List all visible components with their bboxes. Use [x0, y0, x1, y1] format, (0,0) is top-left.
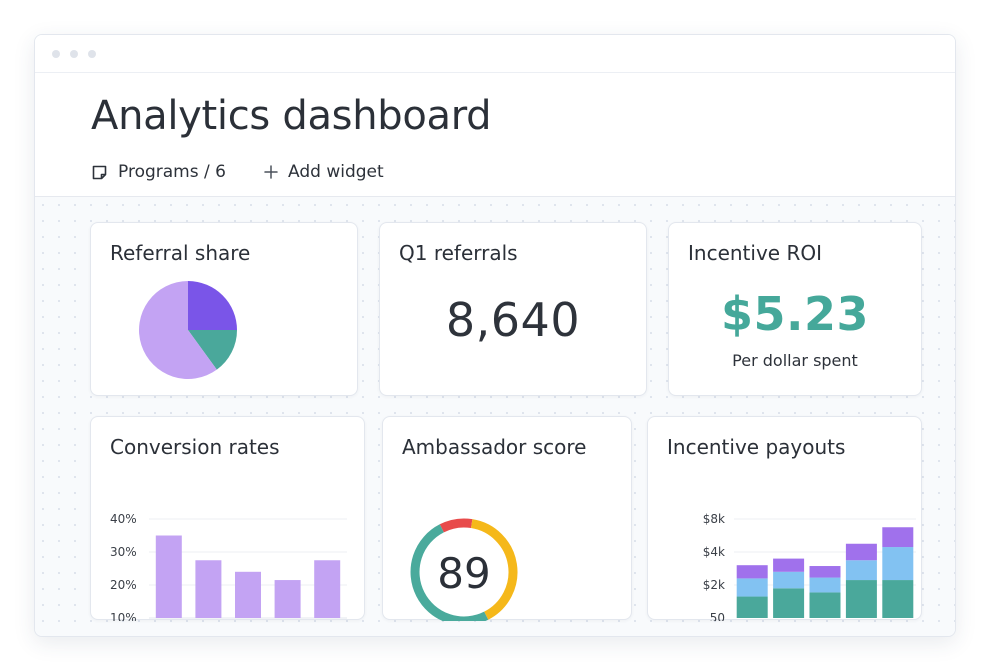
bar-pivot — [314, 560, 341, 618]
gauge-segment-2 — [470, 519, 518, 620]
bar-brand — [195, 560, 222, 618]
bar-mon-segment-1 — [845, 580, 877, 618]
add-widget-button[interactable]: Add widget — [264, 161, 384, 183]
window-control-dot[interactable] — [88, 50, 96, 58]
programs-breadcrumb[interactable]: Programs / 6 — [91, 161, 226, 183]
widget-title: Incentive payouts — [667, 435, 846, 459]
ambassador-score-value: 89 — [437, 549, 490, 598]
conversion-rates-widget[interactable]: Conversion rates 40%30%20%10%AlmBrandImp… — [90, 416, 365, 621]
ambassador-score-widget[interactable]: Ambassador score 89 — [382, 416, 632, 621]
bar-sun-segment-2 — [809, 577, 841, 593]
roi-value: $5.23 — [720, 287, 869, 341]
bar-fri-segment-2 — [736, 578, 768, 597]
bar-impact — [235, 571, 261, 618]
y-tick-label: 30% — [110, 545, 137, 559]
bar-tue-segment-2 — [882, 547, 914, 581]
q1-referrals-value: 8,640 — [445, 293, 581, 347]
bar-sat-segment-2 — [773, 571, 805, 589]
pie-slice-1 — [188, 281, 237, 330]
programs-label: Programs / 6 — [118, 162, 226, 182]
y-tick-label: 20% — [110, 578, 137, 592]
add-widget-label: Add widget — [288, 162, 384, 182]
window-control-dot[interactable] — [52, 50, 60, 58]
bar-mon-segment-3 — [845, 543, 877, 561]
widget-title: Ambassador score — [402, 435, 587, 459]
y-tick-label: 40% — [110, 512, 137, 526]
y-tick-label: $2k — [703, 578, 725, 592]
widget-title: Incentive ROI — [688, 241, 822, 265]
bar-sun-segment-1 — [809, 592, 841, 618]
widget-title: Referral share — [110, 241, 251, 265]
widget-title: Q1 referrals — [399, 241, 518, 265]
bar-sat-segment-3 — [773, 558, 805, 572]
plus-icon — [264, 165, 278, 179]
bar-alm — [155, 535, 182, 618]
bar-mon-segment-2 — [845, 560, 877, 581]
y-tick-label: $4k — [703, 545, 725, 559]
gauge-segment-3 — [410, 524, 489, 621]
roi-caption: Per dollar spent — [732, 351, 858, 370]
incentive-roi-widget[interactable]: Incentive ROI $5.23 Per dollar spent — [668, 222, 922, 396]
window-control-dot[interactable] — [70, 50, 78, 58]
y-tick-label: 10% — [110, 611, 137, 621]
bar-sat-segment-1 — [773, 588, 805, 618]
pie-slice-2 — [188, 330, 237, 370]
referral-share-pie-chart — [138, 281, 237, 379]
incentive-payouts-widget[interactable]: Incentive payouts $8k$4k$2k50FriSatSunMo… — [647, 416, 922, 621]
y-tick-label: $8k — [703, 512, 725, 526]
bar-fri-segment-3 — [736, 565, 768, 579]
ambassador-score-gauge: 89 — [410, 518, 518, 621]
window-titlebar — [35, 35, 955, 73]
incentive-payouts-stacked-bar-chart: $8k$4k$2k50FriSatSunMonTue — [703, 512, 916, 621]
conversion-rates-bar-chart: 40%30%20%10%AlmBrandImpactVisionPivot — [110, 512, 347, 621]
widget-title: Conversion rates — [110, 435, 280, 459]
referral-share-widget[interactable]: Referral share — [90, 222, 358, 396]
page-header: Analytics dashboard Programs / 6 Add wid… — [35, 73, 955, 197]
app-window: Analytics dashboard Programs / 6 Add wid… — [34, 34, 956, 637]
bar-vision — [274, 580, 301, 618]
bar-sun-segment-3 — [809, 566, 841, 578]
bar-tue-segment-3 — [882, 527, 914, 548]
gauge-segment-1 — [439, 518, 473, 533]
q1-referrals-widget[interactable]: Q1 referrals 8,640 — [379, 222, 647, 396]
page-title: Analytics dashboard — [91, 93, 492, 139]
note-icon — [91, 164, 108, 181]
bar-fri-segment-1 — [736, 596, 768, 618]
y-tick-label: 50 — [710, 611, 725, 621]
pie-slice-3 — [138, 281, 217, 379]
bar-tue-segment-1 — [882, 580, 914, 618]
